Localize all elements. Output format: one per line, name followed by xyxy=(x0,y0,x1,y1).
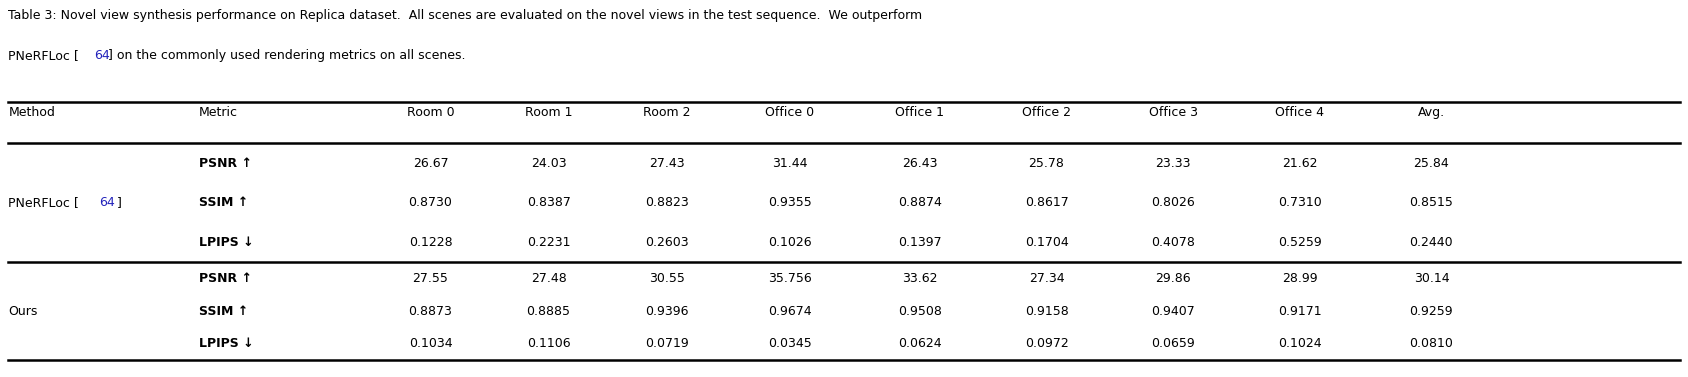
Text: 0.9407: 0.9407 xyxy=(1151,305,1195,317)
Text: 31.44: 31.44 xyxy=(771,156,809,170)
Text: Avg.: Avg. xyxy=(1418,106,1445,118)
Text: 0.7310: 0.7310 xyxy=(1278,196,1322,209)
Text: Method: Method xyxy=(8,106,56,118)
Text: PNeRFLoc [: PNeRFLoc [ xyxy=(8,49,79,62)
Text: 64: 64 xyxy=(100,196,115,209)
Text: Office 4: Office 4 xyxy=(1274,106,1325,118)
Text: 0.9355: 0.9355 xyxy=(768,196,812,209)
Text: Ours: Ours xyxy=(8,305,37,317)
Text: PSNR ↑: PSNR ↑ xyxy=(199,156,252,170)
Text: 23.33: 23.33 xyxy=(1155,156,1192,170)
Text: 25.84: 25.84 xyxy=(1413,156,1450,170)
Text: SSIM ↑: SSIM ↑ xyxy=(199,196,248,209)
Text: Room 2: Room 2 xyxy=(643,106,690,118)
Text: Office 1: Office 1 xyxy=(895,106,945,118)
Text: LPIPS ↓: LPIPS ↓ xyxy=(199,337,253,350)
Text: 0.9508: 0.9508 xyxy=(898,305,942,317)
Text: 0.0659: 0.0659 xyxy=(1151,337,1195,350)
Text: Table 3: Novel view synthesis performance on Replica dataset.  All scenes are ev: Table 3: Novel view synthesis performanc… xyxy=(8,9,923,22)
Text: 27.48: 27.48 xyxy=(530,272,567,285)
Text: 64: 64 xyxy=(95,49,110,62)
Text: 0.1106: 0.1106 xyxy=(527,337,571,350)
Text: 26.43: 26.43 xyxy=(901,156,939,170)
Text: 0.8873: 0.8873 xyxy=(408,305,452,317)
Text: 27.43: 27.43 xyxy=(648,156,685,170)
Text: 0.8515: 0.8515 xyxy=(1409,196,1453,209)
Text: 0.1397: 0.1397 xyxy=(898,236,942,249)
Text: 0.2231: 0.2231 xyxy=(527,236,571,249)
Text: 30.14: 30.14 xyxy=(1413,272,1450,285)
Text: 0.5259: 0.5259 xyxy=(1278,236,1322,249)
Text: 24.03: 24.03 xyxy=(530,156,567,170)
Text: 30.55: 30.55 xyxy=(648,272,685,285)
Text: 0.0810: 0.0810 xyxy=(1409,337,1453,350)
Text: 0.9259: 0.9259 xyxy=(1409,305,1453,317)
Text: 21.62: 21.62 xyxy=(1281,156,1318,170)
Text: SSIM ↑: SSIM ↑ xyxy=(199,305,248,317)
Text: 0.1704: 0.1704 xyxy=(1025,236,1069,249)
Text: Office 3: Office 3 xyxy=(1148,106,1198,118)
Text: 0.8617: 0.8617 xyxy=(1025,196,1069,209)
Text: LPIPS ↓: LPIPS ↓ xyxy=(199,236,253,249)
Text: 0.2603: 0.2603 xyxy=(645,236,689,249)
Text: 27.34: 27.34 xyxy=(1028,272,1065,285)
Text: Office 2: Office 2 xyxy=(1021,106,1072,118)
Text: 0.1034: 0.1034 xyxy=(408,337,452,350)
Text: 26.67: 26.67 xyxy=(412,156,449,170)
Text: 0.2440: 0.2440 xyxy=(1409,236,1453,249)
Text: 28.99: 28.99 xyxy=(1281,272,1318,285)
Text: 0.8885: 0.8885 xyxy=(527,305,571,317)
Text: Room 1: Room 1 xyxy=(525,106,572,118)
Text: 27.55: 27.55 xyxy=(412,272,449,285)
Text: 0.0624: 0.0624 xyxy=(898,337,942,350)
Text: 0.8823: 0.8823 xyxy=(645,196,689,209)
Text: 0.8730: 0.8730 xyxy=(408,196,452,209)
Text: 35.756: 35.756 xyxy=(768,272,812,285)
Text: Office 0: Office 0 xyxy=(765,106,815,118)
Text: 0.9396: 0.9396 xyxy=(645,305,689,317)
Text: 0.9171: 0.9171 xyxy=(1278,305,1322,317)
Text: 0.9158: 0.9158 xyxy=(1025,305,1069,317)
Text: 0.0345: 0.0345 xyxy=(768,337,812,350)
Text: 0.1026: 0.1026 xyxy=(768,236,812,249)
Text: 33.62: 33.62 xyxy=(901,272,939,285)
Text: 0.8026: 0.8026 xyxy=(1151,196,1195,209)
Text: 29.86: 29.86 xyxy=(1155,272,1192,285)
Text: Room 0: Room 0 xyxy=(407,106,454,118)
Text: ] on the commonly used rendering metrics on all scenes.: ] on the commonly used rendering metrics… xyxy=(108,49,466,62)
Text: Metric: Metric xyxy=(199,106,238,118)
Text: ]: ] xyxy=(116,196,122,209)
Text: 0.1228: 0.1228 xyxy=(408,236,452,249)
Text: 0.0719: 0.0719 xyxy=(645,337,689,350)
Text: 0.8874: 0.8874 xyxy=(898,196,942,209)
Text: 0.8387: 0.8387 xyxy=(527,196,571,209)
Text: 25.78: 25.78 xyxy=(1028,156,1065,170)
Text: 0.1024: 0.1024 xyxy=(1278,337,1322,350)
Text: PSNR ↑: PSNR ↑ xyxy=(199,272,252,285)
Text: 0.0972: 0.0972 xyxy=(1025,337,1069,350)
Text: 0.9674: 0.9674 xyxy=(768,305,812,317)
Text: 0.4078: 0.4078 xyxy=(1151,236,1195,249)
Text: PNeRFLoc [: PNeRFLoc [ xyxy=(8,196,79,209)
